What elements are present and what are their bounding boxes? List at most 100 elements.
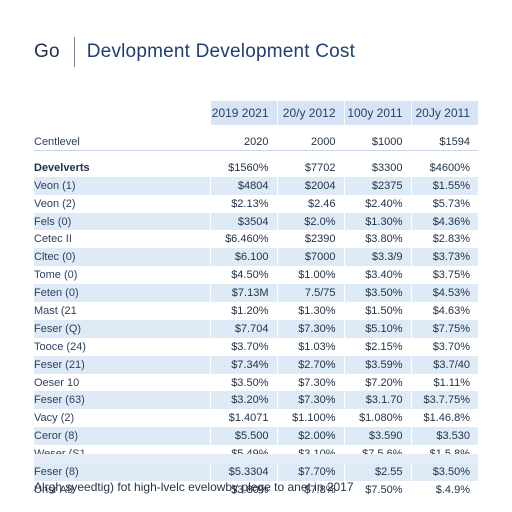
row-label: Tooce (24) (34, 340, 86, 353)
brand-label: Go (34, 41, 60, 62)
table-cell: $7000 (276, 248, 344, 267)
row-label: Feser (8) (34, 463, 210, 481)
row-label: Feser (21) (34, 355, 210, 374)
spacer-row (34, 125, 478, 133)
table-cell: $2.83% (410, 230, 478, 249)
table-cell: $2375 (343, 176, 411, 195)
table-cell: $7.704 (209, 319, 277, 338)
table-cell: $7.34% (209, 355, 277, 374)
row-label: Feser (Q) (34, 319, 210, 338)
table-cell: $.4.9% (410, 480, 478, 499)
table-cell: $1560% (209, 158, 277, 177)
table-row: Develverts $1560% $7702 $3300 $4600% (34, 158, 478, 177)
table-cell: $5.500 (209, 427, 277, 446)
table-cell: $2390 (276, 230, 344, 249)
table-row: Feten (0) $7.13M 7.5/75 $3.50% $4.53% (34, 284, 478, 303)
table-cell: $7.70% (276, 463, 344, 481)
cost-table: 2019 2021 20/y 2012 100y 2011 20Jy 2011 … (34, 101, 478, 499)
table-cell: $3.75% (410, 266, 478, 285)
table-cell: $2.55 (343, 463, 411, 481)
row-label: Mast (21 (34, 304, 77, 317)
footnote: Alrgh syeedtig) fot high-lvelc evelowby … (34, 480, 354, 494)
table-row: Vacy (2) $1.4071 $1.100% $1.080% $1.46.8% (34, 409, 478, 428)
table-row: Tome (0) $4.50% $1.00% $3.40% $3.75% (34, 266, 478, 285)
table-cell: $3.1.70 (343, 391, 411, 410)
table-cell: $2.0% (276, 212, 344, 231)
table-header-row: 2019 2021 20/y 2012 100y 2011 20Jy 2011 (34, 101, 478, 125)
spacer-row (34, 151, 478, 159)
table-cell: $3.50% (209, 373, 277, 392)
table-cell: 2020 (209, 133, 277, 152)
row-label: Develverts (34, 161, 90, 174)
table-cell: $7.30% (276, 373, 344, 392)
table-cell: $3.59% (343, 355, 411, 374)
table-cell: $3.50% (343, 284, 411, 303)
row-label: Centlevel (34, 133, 210, 152)
table-cell: $3504 (209, 212, 277, 231)
table-cell: $3.7.75% (410, 391, 478, 410)
table-cell: $7.13M (209, 284, 277, 303)
header-divider (73, 37, 75, 67)
table-cell: $1.20% (209, 302, 277, 320)
table-cell: $6.460% (209, 230, 277, 249)
table-cell: $6.100 (209, 248, 277, 267)
table-cell: $7.20% (343, 373, 411, 392)
table-cell: $1.50% (343, 302, 411, 320)
table-cell: $7.50% (343, 480, 411, 499)
table-cell: $1.46.8% (410, 409, 478, 428)
table-cell: $1.080% (343, 409, 411, 428)
table-cell: $3.70% (209, 337, 277, 356)
table-cell: $1.100% (276, 409, 344, 428)
row-label: Veon (2) (34, 197, 76, 210)
row-label: Vacy (2) (34, 412, 75, 425)
column-header: 20Jy 2011 (410, 101, 478, 125)
column-header: 100y 2011 (343, 101, 411, 125)
table-row-total: Centlevel 2020 2000 $1000 $1594 (34, 133, 478, 152)
table-cell: $7.30% (276, 391, 344, 410)
row-label: Ceror (8) (34, 427, 210, 446)
row-label: Tome (0) (34, 269, 78, 282)
table-row: Veon (2) $2.13% $2.46 $2.40% $5.73% (34, 194, 478, 213)
table-cell: $5.3304 (209, 463, 277, 481)
table-cell: $5.10% (343, 319, 411, 338)
table-row: Feser (21) $7.34% $2.70% $3.59% $3.7/40 (34, 355, 478, 374)
row-label: Unsr A9 (34, 483, 74, 496)
table-cell: $3.590 (343, 427, 411, 446)
table-cell: $4.53% (410, 284, 478, 303)
table-cell: $2.15% (343, 337, 411, 356)
table-cell: $7.8% (276, 480, 344, 499)
table-cell: $1.30% (343, 212, 411, 231)
row-label: Feser (63) (34, 391, 210, 410)
row-label: Cetec II (34, 233, 72, 246)
table-cell: $3.40% (343, 266, 411, 285)
table-cell: $5.73% (410, 194, 478, 213)
table-cell: $1.30% (276, 302, 344, 320)
cost-table-container: 2019 2021 20/y 2012 100y 2011 20Jy 2011 … (34, 101, 478, 499)
table-cell: $1000 (343, 133, 411, 152)
table-cell: $2004 (276, 176, 344, 195)
table-cell: $7702 (276, 158, 344, 177)
table-cell: $2.70% (276, 355, 344, 374)
table-cell: $4.36% (410, 212, 478, 231)
row-label: Oeser 10 (34, 376, 80, 389)
table-cell: $4.63% (410, 302, 478, 320)
row-label: Cltec (0) (34, 248, 210, 267)
table-cell: $3.80% (209, 480, 277, 499)
table-row: Feser (8) $5.3304 $7.70% $2.55 $3.50% (34, 463, 478, 481)
table-row: Veon (1) $4804 $2004 $2375 $1.55% (34, 176, 478, 195)
table-cell: $7.75% (410, 319, 478, 338)
table-cell: $4804 (209, 176, 277, 195)
table-cell: $2.40% (343, 194, 411, 213)
table-cell: 2000 (276, 133, 344, 152)
table-cell: $1.4071 (209, 409, 277, 428)
table-row: Unsr A9 $3.80% $7.8% $7.50% $.4.9% (34, 480, 478, 499)
table-header-empty (34, 101, 210, 125)
table-cell: $3.20% (209, 391, 277, 410)
table-cell: $3300 (343, 158, 411, 177)
table-row: Cltec (0) $6.100 $7000 $3.3/9 $3.73% (34, 248, 478, 267)
table-row: Mast (21 $1.20% $1.30% $1.50% $4.63% (34, 302, 478, 320)
table-cell: $2.00% (276, 427, 344, 446)
row-label: Feten (0) (34, 284, 210, 303)
table-cell: $3.70% (410, 337, 478, 356)
report-header: Go Devlopment Development Cost (34, 36, 355, 68)
